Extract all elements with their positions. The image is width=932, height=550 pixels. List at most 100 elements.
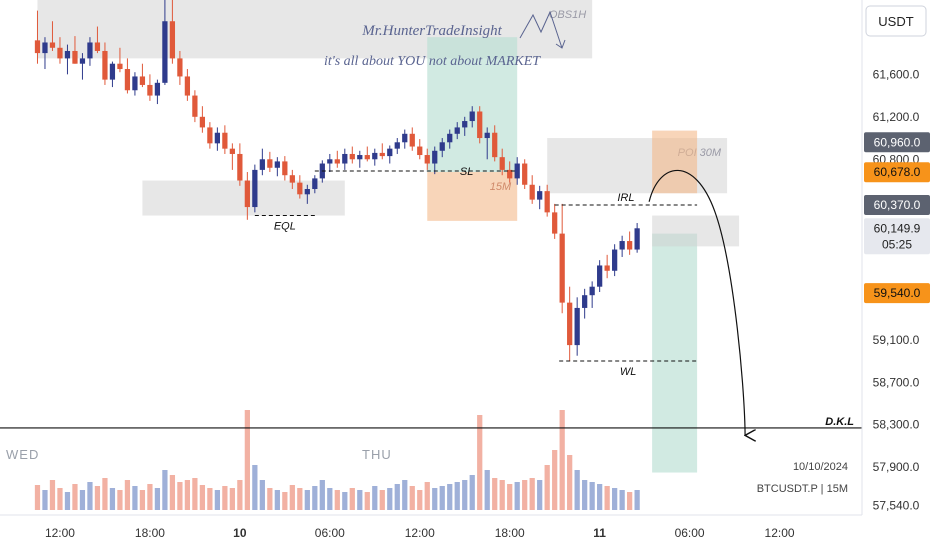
candle-77 — [612, 244, 618, 277]
candle-body-6 — [79, 58, 86, 64]
candle-13 — [132, 72, 138, 96]
volume-bar-44 — [364, 492, 370, 510]
price-badge-label-4: 59,540.0 — [874, 286, 921, 300]
volume-bar-59 — [477, 415, 483, 510]
candle-20 — [184, 69, 191, 101]
candle-53 — [432, 146, 438, 175]
volume-bar-41 — [342, 492, 348, 510]
candle-52 — [424, 148, 430, 170]
candle-36 — [304, 184, 310, 204]
candle-body-50 — [409, 133, 415, 147]
volume-bar-80 — [634, 490, 640, 510]
volume-bar-29 — [252, 465, 258, 510]
candle-60 — [484, 127, 490, 160]
volume-bar-20 — [184, 480, 191, 510]
candle-76 — [604, 254, 610, 279]
candle-body-43 — [357, 155, 363, 160]
zone-3 — [427, 172, 518, 221]
candle-body-42 — [349, 153, 355, 160]
candle-74 — [589, 281, 595, 308]
volume-bar-42 — [349, 488, 355, 510]
volume-bar-69 — [552, 450, 558, 510]
volume-bar-75 — [597, 484, 603, 510]
time-axis[interactable] — [0, 515, 862, 550]
candle-body-60 — [484, 132, 490, 139]
candle-body-71 — [567, 302, 573, 346]
price-tick-6: 57,900.0 — [873, 460, 920, 474]
candle-44 — [364, 146, 370, 162]
chart-date: 10/10/2024 — [793, 461, 848, 473]
candle-15 — [147, 74, 153, 101]
candle-58 — [469, 106, 475, 128]
candle-61 — [492, 125, 498, 162]
volume-bar-36 — [304, 490, 310, 510]
volume-bar-13 — [132, 486, 138, 510]
candle-64 — [514, 157, 520, 185]
candle-body-23 — [207, 127, 213, 144]
candle-body-78 — [619, 241, 625, 250]
candle-28 — [244, 172, 250, 220]
candle-54 — [439, 138, 445, 158]
price-tick-1: 61,200.0 — [873, 110, 920, 124]
candle-70 — [559, 203, 565, 314]
candle-body-73 — [582, 295, 588, 308]
volume-bar-47 — [387, 488, 393, 510]
candle-body-46 — [379, 152, 385, 157]
candle-body-26 — [229, 148, 235, 154]
candle-14 — [139, 63, 146, 88]
volume-bar-23 — [207, 488, 213, 510]
zone-label-0: OBS1H — [549, 9, 586, 21]
volume-bar-4 — [64, 492, 71, 510]
volume-bar-53 — [432, 488, 438, 510]
volume-bar-77 — [612, 488, 618, 510]
levels-layer: EQL SL IRL WL D.K.L — [0, 166, 862, 435]
time-tick-1: 18:00 — [135, 526, 165, 540]
candle-body-75 — [597, 265, 603, 287]
level-label-0: EQL — [274, 221, 296, 233]
price-badge-0 — [864, 132, 930, 153]
candle-body-80 — [634, 228, 640, 250]
candle-body-56 — [454, 127, 460, 134]
volume-bar-30 — [259, 480, 265, 510]
candle-body-58 — [469, 111, 475, 122]
volume-bar-66 — [529, 478, 535, 510]
day-label-thu: THU — [362, 447, 392, 462]
volume-bar-48 — [394, 484, 400, 510]
candle-body-30 — [259, 159, 265, 170]
candle-body-2 — [49, 42, 56, 48]
volume-bar-17 — [162, 470, 168, 510]
candle-30 — [259, 148, 265, 176]
candle-body-40 — [334, 159, 340, 164]
volume-bar-32 — [274, 490, 280, 510]
volume-bar-70 — [559, 410, 565, 510]
time-tick-3: 06:00 — [315, 526, 345, 540]
currency-button[interactable] — [865, 5, 927, 37]
watermark-author: Mr.HunterTradeInsight — [361, 23, 502, 39]
candle-body-36 — [304, 189, 310, 195]
zone-6 — [652, 233, 698, 473]
price-badge-3 — [864, 218, 930, 255]
candle-49 — [402, 129, 408, 149]
candle-26 — [229, 143, 235, 170]
volume-bar-50 — [409, 486, 415, 510]
volume-bar-25 — [222, 486, 228, 510]
volume-bar-1 — [42, 490, 48, 510]
volume-bar-51 — [417, 490, 423, 510]
level-label-3: WL — [620, 366, 637, 378]
price-badge-label-0: 60,960.0 — [874, 135, 921, 149]
zone-label-3: 15M — [490, 181, 512, 193]
zone-7 — [652, 215, 740, 247]
candle-35 — [297, 175, 303, 199]
volume-bar-21 — [192, 478, 198, 510]
volume-bar-0 — [34, 485, 41, 510]
candle-68 — [544, 184, 550, 217]
candle-body-9 — [102, 50, 108, 80]
time-ticks: 12:00 18:00 10 06:00 12:00 18:00 11 06:00 12:00 — [45, 526, 795, 540]
volume-bar-27 — [237, 480, 243, 510]
candle-body-52 — [424, 155, 430, 164]
candle-12 — [124, 58, 131, 94]
volume-bar-52 — [424, 482, 430, 510]
price-axis[interactable] — [862, 0, 932, 515]
candle-75 — [597, 260, 603, 293]
